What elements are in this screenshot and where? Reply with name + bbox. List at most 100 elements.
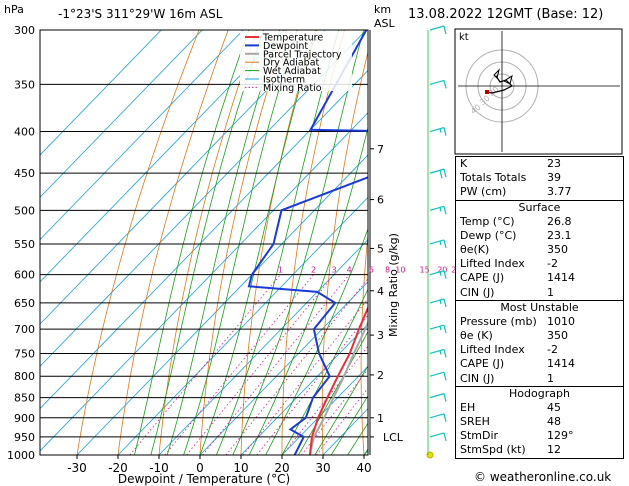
hodograph-index-row: SREH 48 bbox=[456, 415, 623, 429]
wind-barb-half-feather bbox=[439, 350, 442, 355]
x-tick-label: 20 bbox=[274, 461, 289, 475]
wind-barb bbox=[429, 239, 447, 249]
index-value: 3.77 bbox=[547, 185, 572, 199]
wet-adiabat-line bbox=[134, 30, 250, 455]
index-row: K 23 bbox=[456, 157, 623, 171]
isotherm-line bbox=[40, 30, 203, 198]
wind-barb-feather bbox=[443, 127, 447, 136]
pressure-label: 850 bbox=[14, 392, 35, 405]
surface-index-label: Dewp (°C) bbox=[460, 228, 517, 242]
wet-adiabat-line bbox=[298, 330, 368, 455]
surface-index-label: Lifted Index bbox=[460, 257, 525, 271]
indices-top: K 23 Totals Totals 39 PW (cm) 3.77 bbox=[456, 157, 623, 200]
km-axis: 7 6 5 4 3 2 1 LCL bbox=[369, 30, 404, 455]
wind-barbs bbox=[426, 25, 447, 459]
dry-adiabat-line bbox=[360, 230, 368, 455]
x-tick-label: 0 bbox=[196, 461, 204, 475]
wind-barb-shaft bbox=[429, 126, 445, 133]
pressure-label: 450 bbox=[14, 167, 35, 180]
surface-index-row: Lifted Index -2 bbox=[456, 257, 623, 271]
surface-index-value: 23.1 bbox=[547, 228, 572, 242]
isotherm-line bbox=[40, 30, 162, 156]
wind-barb-feather bbox=[443, 324, 447, 334]
wind-barb bbox=[429, 25, 447, 35]
hodograph-index-label: StmDir bbox=[460, 429, 499, 443]
legend-entry: Temperature bbox=[262, 33, 323, 44]
wind-barb-half-feather bbox=[439, 271, 442, 276]
wind-barb-feather bbox=[443, 270, 447, 279]
km-tick-label: 1 bbox=[377, 412, 384, 425]
pressure-label: 650 bbox=[14, 297, 35, 310]
most-unstable-section: Most Unstable Pressure (mb) 1010 θe (K) 350… bbox=[456, 299, 623, 386]
wind-barb bbox=[429, 348, 447, 358]
mixing-ratio-label: 2 bbox=[311, 266, 316, 275]
wind-barb bbox=[429, 393, 447, 402]
hodograph-unit-label: kt bbox=[459, 32, 469, 43]
pressure-label: 400 bbox=[14, 126, 35, 139]
wind-barb bbox=[429, 270, 447, 279]
hodograph-index-label: SREH bbox=[460, 415, 490, 429]
index-value: 39 bbox=[547, 171, 561, 185]
surface-index-value: 1414 bbox=[547, 271, 575, 285]
surface-index-row: CAPE (J) 1414 bbox=[456, 271, 623, 285]
wind-barb-shaft bbox=[429, 270, 445, 276]
hodograph-section: Hodograph EH 45 SREH 48 StmDir 129° StmSpd (kt… bbox=[456, 385, 623, 458]
hodograph-title: Hodograph bbox=[509, 386, 570, 400]
isotherm-line bbox=[40, 69, 368, 410]
credit-footer: © weatheronline.co.uk bbox=[474, 470, 612, 484]
index-label: PW (cm) bbox=[460, 185, 507, 199]
mixing-ratio-label: 1 bbox=[278, 266, 283, 275]
surface-index-label: CIN (J) bbox=[460, 285, 495, 299]
mixing-ratio-label: 10 bbox=[395, 266, 405, 275]
pressure-label: 700 bbox=[14, 323, 35, 336]
hodograph-index-label: EH bbox=[460, 400, 476, 414]
legend-entry: Dewpoint bbox=[263, 41, 308, 52]
mixing-ratio-line bbox=[202, 274, 350, 455]
wind-barb-shaft bbox=[429, 324, 445, 330]
hodograph-trace bbox=[485, 75, 514, 94]
most-unstable-index-value: 350 bbox=[547, 329, 568, 343]
wind-barb-feather bbox=[443, 432, 447, 442]
pressure-label: 950 bbox=[14, 431, 35, 444]
x-tick-label: 30 bbox=[315, 461, 330, 475]
x-tick-label: -20 bbox=[108, 461, 128, 475]
most-unstable-index-value: 1 bbox=[547, 371, 554, 385]
x-axis-title: Dewpoint / Temperature (°C) bbox=[118, 472, 290, 486]
wind-barb-feather bbox=[443, 372, 447, 381]
dry-adiabat-line bbox=[76, 30, 200, 455]
temperature-line bbox=[308, 305, 368, 455]
wet-adiabat-line bbox=[265, 227, 368, 455]
wind-barb-feather bbox=[443, 80, 447, 89]
mixing-ratio-line bbox=[186, 274, 335, 455]
wet-adiabat-line bbox=[281, 288, 368, 455]
wind-barb-shaft bbox=[429, 298, 445, 304]
surface-index-row: CIN (J) 1 bbox=[456, 286, 623, 300]
dewpoint-line bbox=[247, 30, 368, 455]
hodograph-index-value: 12 bbox=[547, 443, 561, 457]
most-unstable-index-value: 1414 bbox=[547, 357, 575, 371]
location-title: -1°23'S 311°29'W 16m ASL bbox=[58, 7, 223, 21]
surface-index-value: 1 bbox=[547, 285, 554, 299]
isotherm-line bbox=[40, 112, 368, 452]
wind-barb-half-feather bbox=[439, 128, 442, 133]
isotherm-line bbox=[40, 30, 244, 241]
surface-index-row: Dewp (°C) 23.1 bbox=[456, 229, 623, 243]
wind-barb-shaft bbox=[429, 205, 445, 211]
indices-panel: K 23 Totals Totals 39 PW (cm) 3.77 Surface Te… bbox=[455, 156, 624, 459]
wind-barb-half-feather bbox=[439, 299, 442, 305]
isotherm-line bbox=[240, 323, 368, 455]
hpa-label: hPa bbox=[4, 3, 24, 16]
wind-barb-half-feather bbox=[439, 240, 442, 246]
index-label: K bbox=[460, 157, 468, 170]
surface-title: Surface bbox=[518, 200, 561, 214]
asl-label: ASL bbox=[374, 17, 395, 30]
wind-barb-shaft bbox=[429, 393, 445, 399]
most-unstable-index-value: -2 bbox=[547, 343, 558, 357]
most-unstable-index-row: Lifted Index -2 bbox=[456, 343, 623, 357]
hodograph-index-value: 48 bbox=[547, 415, 561, 429]
hodograph-index-row: StmDir 129° bbox=[456, 429, 623, 443]
pressure-axis-labels: 300 350 400 450 500 550 600 650 700 750 800 850 900 9… bbox=[7, 24, 35, 462]
legend-entry: Dry Adiabat bbox=[263, 58, 320, 69]
isotherm-line bbox=[40, 30, 285, 283]
wind-barb-shaft bbox=[429, 239, 445, 245]
